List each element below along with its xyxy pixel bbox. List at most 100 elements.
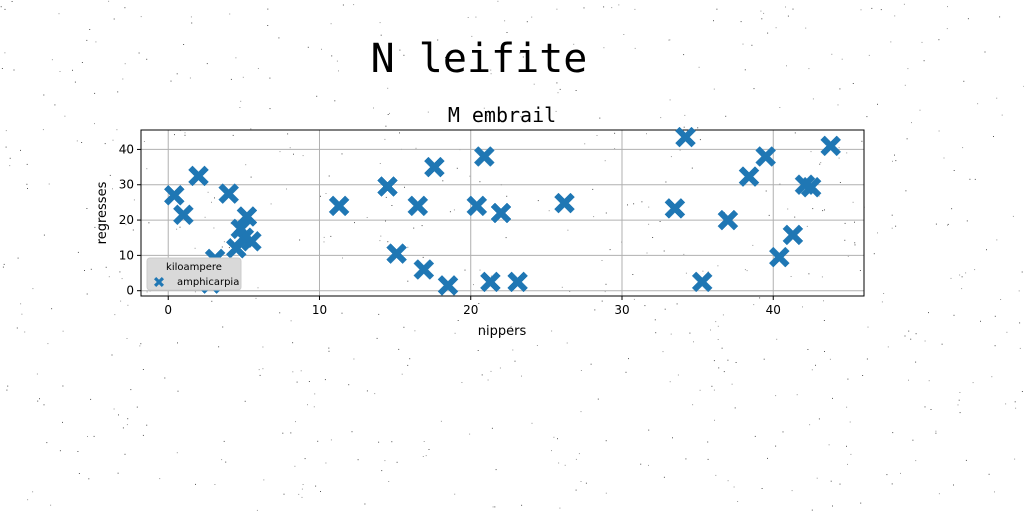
speckle-dot: [905, 190, 907, 192]
speckle-dot: [391, 441, 393, 443]
speckle-dot: [580, 370, 582, 371]
speckle-dot: [409, 358, 411, 360]
speckle-dot: [928, 312, 929, 314]
speckle-dot: [575, 90, 577, 91]
speckle-dot: [330, 439, 332, 441]
speckle-dot: [494, 506, 496, 508]
speckle-dot: [385, 196, 387, 198]
speckle-dot: [895, 225, 897, 227]
speckle-dot: [907, 68, 909, 70]
speckle-dot: [646, 133, 647, 135]
speckle-dot: [84, 270, 85, 271]
speckle-dot: [737, 501, 739, 502]
speckle-dot: [381, 470, 383, 472]
speckle-dot: [839, 182, 841, 183]
speckle-dot: [821, 276, 823, 278]
speckle-dot: [815, 364, 816, 366]
speckle-dot: [953, 170, 955, 171]
speckle-dot: [832, 397, 833, 399]
scatter-point: [473, 146, 495, 167]
speckle-dot: [557, 92, 559, 94]
speckle-dot: [809, 424, 811, 426]
speckle-dot: [580, 481, 582, 482]
speckle-dot: [967, 18, 969, 20]
speckle-dot: [7, 385, 9, 387]
x-tick-label: 40: [766, 303, 781, 317]
speckle-dot: [72, 69, 73, 71]
speckle-dot: [605, 283, 607, 285]
speckle-dot: [752, 244, 754, 246]
speckle-dot: [935, 223, 937, 225]
speckle-dot: [794, 216, 796, 218]
scatter-point: [328, 195, 350, 217]
speckle-dot: [938, 130, 940, 132]
speckle-dot: [609, 249, 611, 251]
speckle-dot: [177, 342, 178, 344]
speckle-dot: [453, 209, 455, 211]
speckle-dot: [454, 332, 456, 334]
speckle-dot: [866, 116, 868, 118]
speckle-dot: [331, 55, 333, 57]
speckle-dot: [124, 7, 126, 9]
speckle-dot: [113, 18, 115, 20]
speckle-dot: [506, 195, 508, 197]
scatter-point: [163, 184, 185, 206]
speckle-dot: [605, 440, 607, 442]
speckle-dot: [469, 175, 471, 177]
speckle-dot: [255, 297, 257, 299]
axes-frame: [140, 129, 865, 297]
speckle-dot: [262, 368, 264, 370]
speckle-dot: [328, 175, 330, 177]
speckle-dot: [628, 358, 629, 360]
speckle-dot: [685, 272, 687, 274]
speckle-dot: [713, 389, 715, 391]
y-tick-label: 40: [119, 142, 134, 156]
speckle-dot: [3, 263, 5, 265]
speckle-dot: [988, 473, 990, 475]
speckle-dot: [894, 15, 896, 17]
speckle-dot: [267, 25, 269, 26]
speckle-dot: [124, 63, 126, 65]
speckle-dot: [871, 7, 873, 9]
speckle-dot: [904, 335, 906, 337]
speckle-dot: [159, 478, 161, 480]
speckle-dot: [191, 22, 193, 24]
speckle-dot: [497, 0, 499, 2]
speckle-dot: [1012, 215, 1014, 217]
speckle-dot: [206, 63, 208, 65]
speckle-dot: [214, 197, 215, 199]
speckle-dot: [467, 17, 469, 18]
speckle-dot: [320, 307, 322, 309]
speckle-dot: [655, 332, 657, 334]
legend-entry-label: amphicarpia: [177, 277, 239, 288]
speckle-dot: [707, 441, 709, 443]
speckle-dot: [445, 56, 446, 58]
speckle-dot: [536, 345, 538, 346]
speckle-dot: [648, 206, 650, 208]
speckle-dot: [499, 335, 501, 337]
speckle-dot: [806, 225, 808, 227]
speckle-dot: [385, 125, 387, 127]
speckle-dot: [634, 47, 636, 49]
speckle-dot: [859, 270, 861, 271]
speckle-dot: [379, 240, 381, 242]
speckle-dot: [928, 380, 930, 382]
speckle-dot: [148, 222, 150, 224]
scatter-point: [218, 183, 240, 204]
speckle-dot: [86, 293, 88, 295]
speckle-dot: [761, 488, 763, 489]
speckle-dot: [404, 186, 405, 188]
speckle-dot: [4, 52, 6, 54]
scatter-point: [554, 192, 575, 214]
speckle-dot: [457, 320, 459, 321]
speckle-dot: [593, 216, 595, 218]
speckle-dot: [301, 496, 303, 498]
speckle-dot: [698, 66, 700, 68]
speckle-dot: [847, 378, 849, 380]
speckle-dot: [121, 278, 123, 280]
speckle-dot: [663, 250, 665, 252]
speckle-dot: [555, 110, 557, 112]
speckle-dot: [551, 450, 552, 452]
speckle-dot: [379, 163, 381, 164]
speckle-dot: [963, 80, 965, 82]
